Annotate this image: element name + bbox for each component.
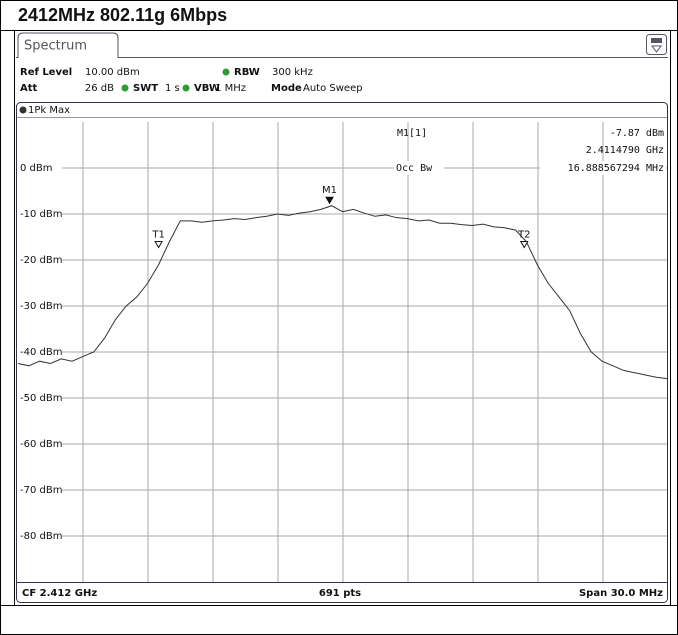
marker-label: M1 xyxy=(322,185,337,196)
y-tick-label: -20 dBm xyxy=(20,255,62,266)
status-dot xyxy=(182,84,190,92)
y-tick-label: -70 dBm xyxy=(20,485,62,496)
plot: 0 dBm -10 dBm -20 dBm -30 dBm -40 dBm -50 dBm… xyxy=(17,163,668,542)
y-tick-label: -80 dBm xyxy=(20,531,62,542)
setting-label: RBW xyxy=(234,67,260,78)
marker-level: -7.87 dBm xyxy=(610,128,664,139)
y-tick-label: -50 dBm xyxy=(20,393,62,404)
marker xyxy=(325,196,334,205)
label-bg xyxy=(394,161,444,175)
y-tick-label: -60 dBm xyxy=(20,439,62,450)
marker xyxy=(519,241,529,249)
setting-label: VBW xyxy=(194,83,220,94)
footer-points: 691 pts xyxy=(319,588,361,599)
occ-bw-label: Occ Bw xyxy=(396,163,433,174)
marker xyxy=(154,241,163,249)
trace-dot xyxy=(19,106,27,114)
y-tick-label: -10 dBm xyxy=(20,209,62,220)
y-tick-label: 0 dBm xyxy=(20,163,53,174)
setting-value: 1 MHz xyxy=(215,83,246,94)
trace xyxy=(17,205,668,380)
setting-label: Att xyxy=(20,83,38,94)
setting-value: 26 dB xyxy=(85,83,114,94)
y-tick-label: -30 dBm xyxy=(20,301,62,312)
status-dot xyxy=(121,84,129,92)
setting-label: Ref Level xyxy=(20,67,72,78)
occ-bw-value: 16.888567294 MHz xyxy=(568,163,664,174)
marker-name: M1[1] xyxy=(397,128,427,139)
label-bg xyxy=(540,161,666,175)
marker-label: T2 xyxy=(517,230,530,241)
status-dot xyxy=(222,68,230,76)
marker-frequency: 2.4114790 GHz xyxy=(586,145,664,156)
setting-label: Mode xyxy=(271,83,302,94)
tab-outline xyxy=(16,32,668,58)
menu-icon-arrow xyxy=(651,45,662,53)
menu-icon-bar xyxy=(651,38,662,43)
setting-value: Auto Sweep xyxy=(303,83,363,94)
y-tick-label: -40 dBm xyxy=(20,347,62,358)
tab-label: Spectrum xyxy=(24,39,87,54)
footer-span: Span 30.0 MHz xyxy=(579,588,663,599)
setting-value: 10.00 dBm xyxy=(85,67,140,78)
setting-value: 300 kHz xyxy=(272,67,313,78)
setting-value: 1 s xyxy=(165,83,180,94)
page-title: 2412MHz 802.11g 6Mbps xyxy=(18,5,227,25)
legend-label: 1Pk Max xyxy=(28,105,70,116)
footer-center: CF 2.412 GHz xyxy=(22,588,97,599)
setting-label: SWT xyxy=(133,83,158,94)
marker-label: T1 xyxy=(151,230,164,241)
